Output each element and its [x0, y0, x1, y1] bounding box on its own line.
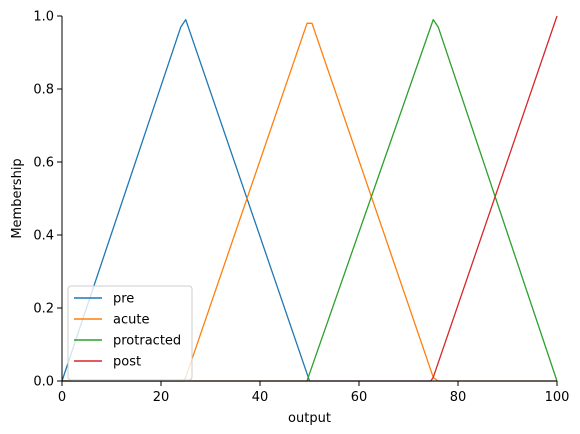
x-tick-label: 20: [153, 390, 170, 405]
x-tick-label: 100: [545, 390, 570, 405]
legend-label-protracted: protracted: [113, 334, 181, 349]
y-tick-label: 0.6: [33, 156, 54, 171]
x-tick-label: 0: [58, 390, 66, 405]
legend: pre acute protracted post: [67, 285, 193, 381]
y-tick-label: 0.8: [33, 83, 54, 98]
axes-layer: [61, 16, 557, 382]
y-tick-label: 1.0: [33, 10, 54, 25]
x-tick-label: 80: [450, 390, 467, 405]
x-tick-label: 40: [252, 390, 269, 405]
y-axis-label: Membership: [10, 158, 25, 238]
x-tick-label: 60: [351, 390, 368, 405]
legend-label-acute: acute: [113, 313, 149, 328]
y-tick-label: 0.2: [33, 302, 54, 317]
x-axis-label: output: [288, 411, 331, 426]
legend-label-pre: pre: [113, 292, 134, 307]
legend-box: [67, 285, 193, 381]
legend-label-post: post: [113, 355, 141, 370]
y-tick-label: 0.0: [33, 375, 54, 390]
y-tick-label: 0.4: [33, 229, 54, 244]
ticks-layer: 0 20 40 60 80 100 0.0 0.2 0.4 0.6 0.8 1.0: [33, 10, 569, 406]
